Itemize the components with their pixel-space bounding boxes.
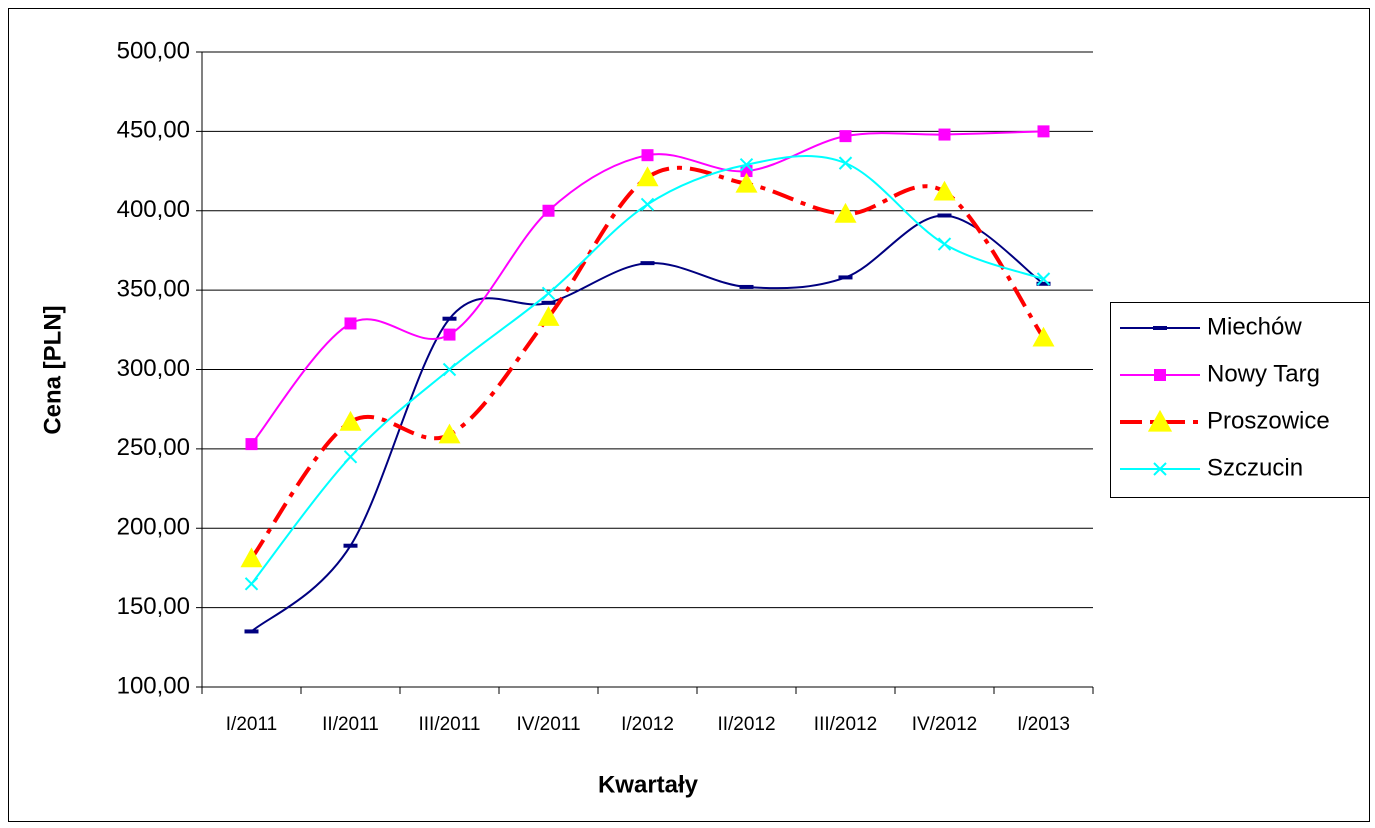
y-tick-label: 250,00 (117, 434, 190, 461)
marker (344, 317, 357, 330)
legend-label: Nowy Targ (1207, 360, 1320, 387)
x-tick-label: II/2011 (322, 714, 379, 735)
marker (636, 166, 659, 187)
marker (735, 172, 758, 193)
marker (834, 202, 857, 223)
marker (343, 450, 358, 464)
marker (839, 130, 852, 143)
marker (1153, 462, 1167, 476)
marker (240, 547, 263, 568)
marker (244, 577, 259, 591)
marker (938, 128, 951, 141)
marker (1032, 326, 1055, 347)
x-tick-label: III/2011 (419, 714, 481, 735)
y-tick-label: 150,00 (117, 593, 190, 620)
x-tick-label: III/2012 (814, 714, 877, 735)
x-tick-label: IV/2012 (912, 714, 978, 735)
y-tick-label: 200,00 (117, 514, 190, 541)
x-axis-title: Kwartały (598, 771, 699, 798)
x-tick-label: I/2012 (621, 714, 674, 735)
marker (438, 423, 461, 444)
legend-label: Szczucin (1207, 454, 1303, 481)
marker (1154, 369, 1166, 381)
series-line (250, 130, 1044, 445)
y-tick-label: 350,00 (117, 275, 190, 302)
marker (442, 362, 457, 377)
series-line (250, 155, 1044, 585)
y-tick-label: 500,00 (117, 37, 190, 64)
marker (739, 158, 754, 172)
x-tick-label: I/2013 (1017, 714, 1070, 735)
y-axis-title: Cena [PLN] (39, 305, 66, 434)
marker (933, 180, 956, 201)
marker (542, 204, 555, 217)
marker (937, 237, 952, 251)
marker (541, 286, 556, 301)
marker (537, 306, 560, 326)
y-tick-label: 100,00 (117, 672, 190, 699)
marker (640, 197, 655, 212)
x-tick-label: I/2011 (226, 714, 277, 735)
marker (838, 156, 853, 170)
legend-label: Proszowice (1207, 407, 1330, 434)
marker (1147, 409, 1173, 432)
y-tick-label: 400,00 (117, 196, 190, 223)
marker (1036, 272, 1051, 286)
marker (641, 149, 654, 162)
x-tick-label: IV/2011 (516, 714, 580, 735)
series-line (250, 214, 1045, 633)
marker (1037, 125, 1050, 138)
marker (339, 410, 362, 431)
x-tick-label: II/2012 (717, 714, 775, 735)
marker (443, 328, 456, 341)
y-tick-label: 450,00 (117, 117, 190, 144)
legend-label: Miechów (1207, 313, 1302, 340)
legend-box (1110, 302, 1370, 498)
series-line (249, 165, 1046, 560)
marker (245, 438, 258, 451)
y-tick-label: 300,00 (117, 355, 190, 382)
